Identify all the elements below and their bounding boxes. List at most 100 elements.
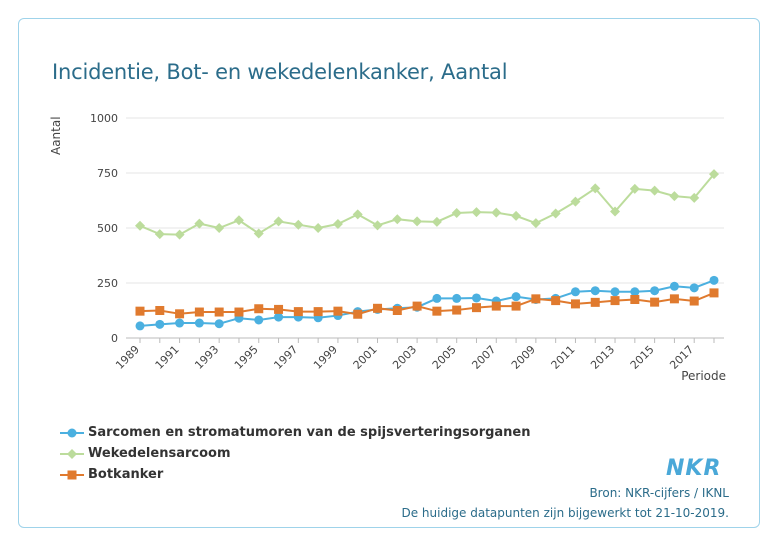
data-point[interactable] [273,216,284,227]
data-point[interactable] [610,287,620,297]
x-tick-label: 1999 [311,343,340,372]
data-point[interactable] [412,216,423,227]
data-point[interactable] [630,287,640,297]
data-point[interactable] [373,303,383,313]
chart-title: Incidentie, Bot- en wekedelenkanker, Aan… [52,60,508,84]
data-point[interactable] [590,183,601,194]
data-point[interactable] [709,288,719,298]
data-point[interactable] [352,209,363,220]
data-point[interactable] [254,304,264,314]
data-point[interactable] [214,223,225,233]
data-point[interactable] [175,318,185,328]
series-group [135,169,719,331]
data-point[interactable] [274,312,284,322]
data-point[interactable] [491,207,502,218]
series-line [139,279,715,327]
data-point[interactable] [214,319,224,329]
data-point[interactable] [511,292,521,302]
data-point[interactable] [274,304,284,314]
x-tick-label: 1995 [232,343,261,372]
legend-item-sarcomen[interactable]: Sarcomen en stromatumoren van de spijsve… [60,422,531,443]
data-point[interactable] [610,206,621,217]
data-point[interactable] [471,293,481,303]
data-point[interactable] [154,229,165,240]
data-point[interactable] [590,286,600,296]
data-point[interactable] [471,303,481,313]
data-point[interactable] [293,307,303,317]
data-point[interactable] [392,306,402,315]
data-point[interactable] [649,185,660,196]
data-point[interactable] [194,307,204,317]
data-point[interactable] [194,218,205,229]
data-point[interactable] [630,295,640,304]
data-point[interactable] [669,281,679,291]
data-point[interactable] [551,296,561,306]
data-point[interactable] [570,196,581,207]
x-tick-label: 2005 [430,343,459,372]
x-tick-label: 2009 [509,343,538,372]
data-point[interactable] [332,219,343,230]
data-point[interactable] [135,220,145,231]
data-point[interactable] [650,297,660,307]
x-tick-label: 1997 [271,343,300,372]
data-point[interactable] [669,191,680,202]
data-point[interactable] [669,294,679,304]
data-point[interactable] [432,293,442,303]
data-point[interactable] [353,309,363,319]
data-point[interactable] [234,307,244,317]
legend-diamond-icon [60,448,84,459]
data-point[interactable] [590,297,600,307]
data-point[interactable] [135,321,145,331]
data-point[interactable] [452,305,462,315]
data-point[interactable] [451,208,462,219]
data-point[interactable] [452,293,462,303]
data-point[interactable] [491,301,501,311]
legend-item-wekedelensarcoom[interactable]: Wekedelensarcoom [60,443,531,464]
data-point[interactable] [253,228,264,239]
data-point[interactable] [531,294,541,304]
data-point[interactable] [431,216,442,227]
data-point[interactable] [471,207,482,218]
data-point[interactable] [293,219,304,230]
series-2 [135,288,719,319]
grid-lines [126,117,724,339]
data-point[interactable] [392,214,403,225]
data-point[interactable] [689,296,699,306]
x-tick-label: 1991 [153,343,182,372]
data-point[interactable] [709,275,719,285]
data-point[interactable] [610,296,620,306]
data-point[interactable] [689,192,700,203]
data-point[interactable] [432,306,442,316]
data-point[interactable] [135,306,145,316]
data-point[interactable] [313,307,323,317]
data-point[interactable] [550,208,561,219]
x-tick-label: 2001 [351,343,380,372]
data-point[interactable] [214,307,224,317]
data-point[interactable] [570,287,580,297]
data-point[interactable] [194,318,204,328]
data-point[interactable] [511,210,522,221]
data-point[interactable] [511,301,521,311]
y-tick-label: 1000 [90,112,118,125]
data-point[interactable] [155,319,165,329]
data-point[interactable] [530,218,541,229]
legend-item-botkanker[interactable]: Botkanker [60,464,531,485]
data-point[interactable] [570,299,580,309]
data-point[interactable] [233,215,244,226]
data-point[interactable] [629,183,640,194]
y-tick-label: 500 [97,222,118,235]
data-point[interactable] [650,286,660,296]
data-point[interactable] [313,223,324,233]
x-axis: 1989 1991 1993 1995 1997 1999 2001 2003 2005 2007… [113,338,715,372]
data-point[interactable] [412,301,422,311]
data-point[interactable] [689,283,699,293]
data-point[interactable] [372,220,383,231]
data-point[interactable] [333,306,343,316]
data-point[interactable] [254,315,264,325]
data-point[interactable] [174,229,185,240]
legend: Sarcomen en stromatumoren van de spijsve… [60,422,531,485]
data-point[interactable] [175,309,185,319]
data-point[interactable] [155,306,165,315]
data-point[interactable] [709,169,719,180]
